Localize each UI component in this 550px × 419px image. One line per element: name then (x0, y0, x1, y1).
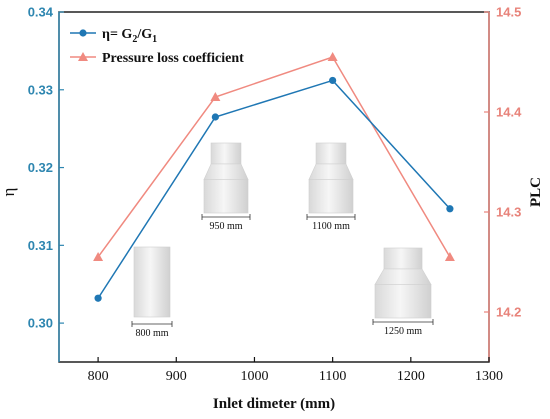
pipe-expansion-section (203, 163, 249, 180)
dimension-label: 800 mm (135, 328, 168, 339)
pipe-expansion-section (374, 268, 432, 285)
legend-marker-eta (79, 29, 87, 37)
x-tick-label: 900 (166, 369, 187, 384)
pipe-inlet-section (383, 247, 423, 270)
right-tick-label: 14.4 (496, 105, 522, 120)
dimension-label: 950 mm (209, 221, 242, 232)
x-tick-label: 1200 (397, 369, 425, 384)
dimension-label: 1250 mm (384, 326, 422, 337)
pipe-outlet-section (374, 284, 432, 319)
legend: η= G2/G1 Pressure loss coefficient (70, 27, 244, 66)
pipe-expansion-section (308, 163, 354, 180)
data-point-plc (210, 92, 221, 101)
data-point-eta (211, 113, 219, 121)
x-ticks: 800 900 1000 1100 1200 1300 (88, 357, 503, 384)
series-line-plc (97, 56, 451, 258)
pipe-illustrations: 800 mm 950 mm 1100 mm 1250 mm (131, 142, 434, 339)
legend-marker-plc (78, 52, 88, 61)
right-tick-label: 14.2 (496, 305, 521, 320)
series-line-eta (97, 79, 451, 299)
x-tick-label: 1100 (319, 369, 346, 384)
x-tick-label: 1300 (475, 369, 503, 384)
data-point-plc (444, 252, 455, 261)
data-point-plc (327, 52, 338, 61)
pipe-illustration-1100: 1100 mm (306, 142, 356, 232)
pipe-illustration-800: 800 mm (131, 246, 173, 339)
left-y-ticks: 0.30 0.31 0.32 0.33 0.34 (28, 5, 64, 331)
left-tick-label: 0.32 (28, 160, 53, 175)
left-tick-label: 0.34 (28, 5, 54, 20)
pipe-illustration-950: 950 mm (201, 142, 251, 232)
x-tick-label: 1000 (240, 369, 268, 384)
legend-eta-mid: /G (136, 27, 152, 42)
left-tick-label: 0.30 (28, 316, 53, 331)
legend-entry-plc: Pressure loss coefficient (70, 51, 244, 66)
data-point-eta (446, 205, 454, 213)
right-y-axis-title: PLC (528, 177, 544, 207)
pipe-outlet-section (203, 179, 249, 214)
legend-eta-prefix: η= G (102, 27, 132, 42)
series-layer (93, 52, 455, 302)
x-axis-title: Inlet dimeter (mm) (213, 396, 335, 412)
data-point-eta (94, 294, 102, 302)
pipe-outlet-section (308, 179, 354, 214)
data-point-eta (329, 76, 337, 85)
legend-eta-sub1: 2 (132, 34, 137, 45)
data-point-plc (93, 252, 104, 261)
pipe-illustration-1250: 1250 mm (372, 247, 434, 337)
legend-label-eta: η= G2/G1 (102, 27, 157, 45)
dimension-label: 1100 mm (312, 221, 350, 232)
legend-label-plc: Pressure loss coefficient (102, 51, 244, 66)
right-tick-label: 14.5 (496, 5, 521, 20)
right-y-ticks: 14.2 14.3 14.4 14.5 (484, 5, 522, 320)
legend-eta-sub2: 1 (152, 34, 157, 45)
left-tick-label: 0.33 (28, 82, 53, 97)
pipe-inlet-section (315, 142, 347, 165)
legend-entry-eta: η= G2/G1 (70, 27, 157, 45)
x-tick-label: 800 (88, 369, 109, 384)
pipe-body (133, 246, 171, 318)
pipe-inlet-section (210, 142, 242, 165)
left-tick-label: 0.31 (28, 238, 53, 253)
right-tick-label: 14.3 (496, 205, 521, 220)
left-y-axis-title: η (0, 188, 18, 197)
